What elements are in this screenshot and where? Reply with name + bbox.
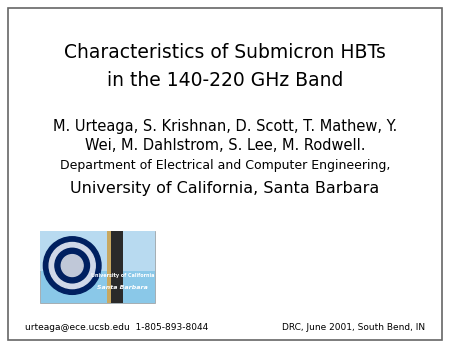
- Text: Santa Barbara: Santa Barbara: [97, 285, 148, 290]
- Circle shape: [61, 255, 83, 277]
- Text: Characteristics of Submicron HBTs: Characteristics of Submicron HBTs: [64, 44, 386, 63]
- Circle shape: [55, 248, 90, 283]
- Bar: [40, 231, 155, 303]
- Text: urteaga@ece.ucsb.edu  1-805-893-8044: urteaga@ece.ucsb.edu 1-805-893-8044: [25, 324, 208, 332]
- Text: in the 140-220 GHz Band: in the 140-220 GHz Band: [107, 71, 343, 89]
- Bar: [107, 231, 111, 303]
- Bar: [40, 231, 155, 271]
- Bar: [109, 231, 123, 303]
- Text: University of California, Santa Barbara: University of California, Santa Barbara: [70, 181, 380, 196]
- Circle shape: [43, 237, 101, 294]
- Text: Department of Electrical and Computer Engineering,: Department of Electrical and Computer En…: [60, 158, 390, 172]
- Text: University of California: University of California: [91, 273, 154, 278]
- Text: Wei, M. Dahlstrom, S. Lee, M. Rodwell.: Wei, M. Dahlstrom, S. Lee, M. Rodwell.: [85, 137, 365, 152]
- Text: DRC, June 2001, South Bend, IN: DRC, June 2001, South Bend, IN: [282, 324, 425, 332]
- Text: M. Urteaga, S. Krishnan, D. Scott, T. Mathew, Y.: M. Urteaga, S. Krishnan, D. Scott, T. Ma…: [53, 119, 397, 134]
- Circle shape: [49, 243, 95, 288]
